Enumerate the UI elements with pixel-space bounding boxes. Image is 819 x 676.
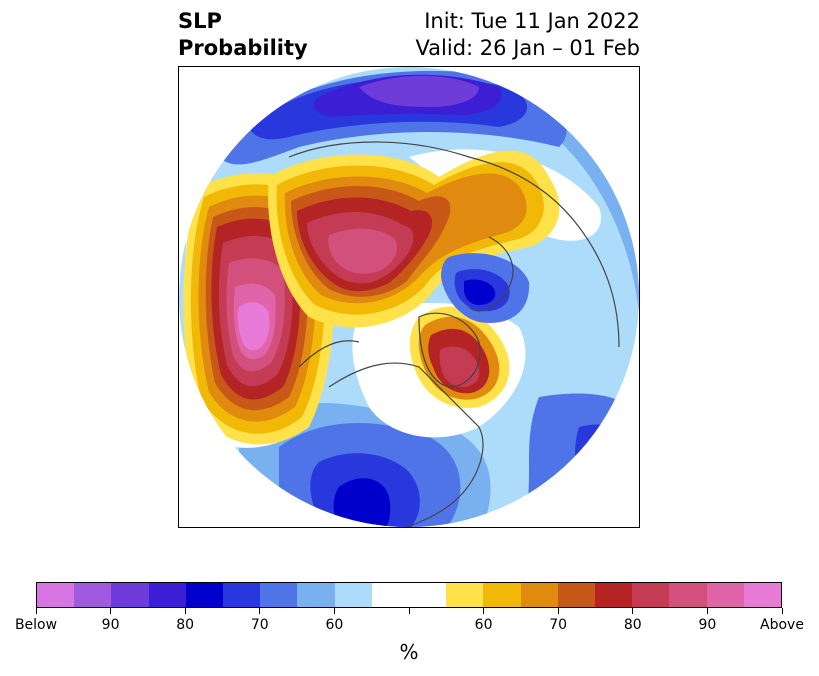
map-frame <box>178 66 640 528</box>
init-date: Init: Tue 11 Jan 2022 <box>424 9 640 33</box>
coastline-eurasia <box>288 141 620 348</box>
coastline-greenland <box>418 312 481 388</box>
coastline-scandinavia <box>468 236 514 312</box>
colorbar-swatch <box>260 583 298 607</box>
colorbar-swatch <box>706 583 744 607</box>
colorbar-swatch <box>297 583 335 607</box>
colorbar-tick <box>333 608 335 614</box>
coastline-north-america <box>328 362 484 527</box>
colorbar-tick-label: 80 <box>176 617 195 633</box>
colorbar-swatch <box>483 583 521 607</box>
valid-range: Valid: 26 Jan – 01 Feb <box>415 36 640 60</box>
colorbar-tick-label: 90 <box>698 617 717 633</box>
colorbar-tick-label: 80 <box>623 617 642 633</box>
colorbar-tick-label: 60 <box>474 617 493 633</box>
colorbar-swatch <box>446 583 484 607</box>
blue-core-southeast <box>575 424 639 527</box>
polar-map <box>179 67 639 527</box>
colorbar-tick <box>408 608 410 614</box>
colorbar-swatch <box>334 583 372 607</box>
colorbar-tick-label: 60 <box>325 617 344 633</box>
colorbar-swatch <box>520 583 558 607</box>
blue-field-southeast <box>519 393 639 527</box>
colorbar-tick-label: 70 <box>549 617 568 633</box>
greenland-high-90 <box>439 346 480 387</box>
colorbar-swatch <box>743 583 782 607</box>
blue-field-east <box>479 67 639 527</box>
variable-title: SLP <box>178 9 222 33</box>
colorbar-unit: % <box>399 640 419 664</box>
colorbar-swatch <box>409 583 447 607</box>
colorbar-swatch <box>37 583 75 607</box>
colorbar-swatch <box>185 583 224 607</box>
colorbar-tick-label: 70 <box>250 617 269 633</box>
colorbar-swatch <box>632 583 670 607</box>
colorbar-swatch <box>148 583 186 607</box>
title-right: Init: Tue 11 Jan 2022 Valid: 26 Jan – 01… <box>415 8 640 62</box>
colorbar-tick <box>706 608 708 614</box>
colorbar <box>36 582 782 608</box>
colorbar-tick <box>781 608 783 614</box>
colorbar-swatch <box>557 583 596 607</box>
colorbar-tick-label: Above <box>760 617 804 633</box>
colorbar-tick-label: Below <box>14 617 58 633</box>
colorbar-tick-label: 90 <box>101 617 120 633</box>
colorbar-swatch <box>595 583 633 607</box>
colorbar-swatch <box>223 583 261 607</box>
coastlines <box>288 141 620 527</box>
colorbar-tick <box>184 608 186 614</box>
colorbar-swatch <box>669 583 707 607</box>
colorbar-swatch <box>371 583 410 607</box>
nordic-low-core <box>464 279 496 305</box>
colorbar-tick <box>35 608 37 614</box>
colorbar-tick <box>259 608 261 614</box>
arctic-high-90 <box>328 228 398 274</box>
colorbar-swatch <box>74 583 112 607</box>
pacific-high-core <box>237 302 270 351</box>
colorbar-swatch <box>111 583 149 607</box>
title-left: SLP Probability <box>178 8 308 62</box>
colorbar-tick <box>632 608 634 614</box>
europe-low-core <box>359 75 479 107</box>
na-low-core <box>333 478 391 527</box>
colorbar-tick <box>483 608 485 614</box>
colorbar-tick <box>557 608 559 614</box>
colorbar-tick <box>110 608 112 614</box>
product-title: Probability <box>178 36 308 60</box>
coastline-alaska <box>298 340 360 368</box>
